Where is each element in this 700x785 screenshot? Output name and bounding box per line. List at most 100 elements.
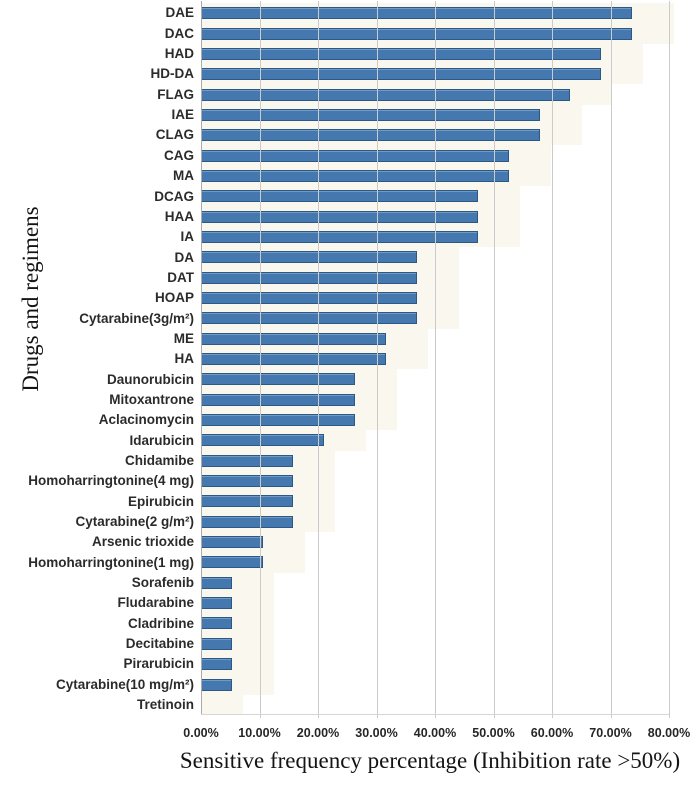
bar-track <box>201 308 669 329</box>
category-label: Homoharringtonine(1 mg) <box>28 554 194 570</box>
category-label: HD-DA <box>150 66 195 82</box>
bar-row: HA <box>0 348 669 370</box>
category-label: HOAP <box>154 290 194 306</box>
category-label: CAG <box>164 147 194 163</box>
bar-row: Daunorubicin <box>0 369 669 390</box>
x-axis-title: Sensitive frequency percentage (Inhibiti… <box>179 748 681 773</box>
bar-track <box>201 23 675 44</box>
bar <box>201 556 263 569</box>
x-tick-label: 20.00% <box>296 726 340 740</box>
category-label: Arsenic trioxide <box>91 534 194 550</box>
x-tick-label: 50.00% <box>472 726 515 740</box>
bar-row: Decitabine <box>0 633 669 654</box>
category-label: Decitabine <box>125 636 194 652</box>
bar-row: DA <box>0 247 669 268</box>
bar <box>201 617 232 630</box>
bar-track <box>201 470 669 492</box>
category-label: Chidamibe <box>124 452 194 468</box>
bar-track <box>201 165 669 187</box>
category-label: DAT <box>167 269 194 285</box>
bar-row: HAA <box>0 206 669 227</box>
category-label: HAA <box>164 208 194 224</box>
bar-row: Arsenic trioxide <box>0 531 669 553</box>
category-label: HA <box>174 351 195 367</box>
bar-row: Homoharringtonine(1 mg) <box>0 552 669 573</box>
bar-row: Idarubicin <box>0 430 669 451</box>
category-label: ME <box>173 330 194 346</box>
category-label: Daunorubicin <box>107 371 194 387</box>
bar-track <box>201 186 669 207</box>
bar-track <box>201 43 669 65</box>
category-label: Pirarubicin <box>123 656 194 672</box>
bar-row: CLAG <box>0 125 669 146</box>
bar-row: Tretinoin <box>0 694 669 716</box>
bar-row: DCAG <box>0 186 669 207</box>
bar-row: Fludarabine <box>0 592 669 614</box>
bar-track <box>201 430 669 451</box>
category-label: Homoharringtonine(4 mg) <box>28 473 194 489</box>
bar-row: HD-DA <box>0 64 669 85</box>
bar <box>201 515 294 528</box>
bar-track <box>201 409 669 431</box>
gridline <box>669 1 670 718</box>
category-label: DAE <box>165 5 194 21</box>
bar-track <box>201 511 669 532</box>
bar <box>201 190 479 203</box>
x-tick-label: 0.00% <box>183 726 219 740</box>
bar <box>201 129 540 142</box>
bar <box>201 108 540 121</box>
category-label: FLAG <box>157 86 194 102</box>
bar-row: Homoharringtonine(4 mg) <box>0 470 669 492</box>
bar-row: IA <box>0 226 669 248</box>
bar-track <box>201 572 669 593</box>
bar-track <box>201 247 669 268</box>
bar-track <box>201 694 669 716</box>
bar <box>201 475 294 488</box>
bar-row: HOAP <box>0 287 669 309</box>
bar <box>201 637 232 650</box>
bar-row: Cytarabine(2 g/m²) <box>0 511 669 532</box>
bar-row: Chidamibe <box>0 450 669 471</box>
bar-track <box>201 552 669 573</box>
category-label: HAD <box>164 46 194 62</box>
bar-track <box>201 84 669 105</box>
bar-track <box>201 674 669 695</box>
x-tick-label: 30.00% <box>355 726 398 740</box>
category-label: Mitoxantrone <box>109 391 194 407</box>
bar-row: DAE <box>0 3 675 24</box>
bar-row: Cytarabine(3g/m²) <box>0 308 669 329</box>
bar-track <box>201 592 669 614</box>
bar <box>201 536 263 549</box>
bar-row: Sorafenib <box>0 572 669 593</box>
bar-track <box>201 3 675 24</box>
bar <box>201 332 386 345</box>
bar-track <box>201 450 669 471</box>
category-label: IAE <box>171 107 194 123</box>
bar-track <box>201 287 669 309</box>
bar-row: MA <box>0 165 669 187</box>
plot-area: DAE DAC HAD HD-DA FLAG IAE CLAG CAG MA DCAG HAA IA D… <box>0 3 675 716</box>
category-label: Cytarabine(10 mg/m²) <box>55 676 194 692</box>
category-label: IA <box>180 229 195 245</box>
bar-track <box>201 64 669 85</box>
bar <box>201 658 232 671</box>
x-axis-line <box>201 714 669 715</box>
bar <box>201 210 479 223</box>
bar-row: ME <box>0 328 669 349</box>
bar-row: IAE <box>0 104 669 126</box>
bar <box>201 597 232 610</box>
category-label: Cladribine <box>127 615 194 631</box>
bar <box>201 414 355 427</box>
bar-row: DAT <box>0 267 669 288</box>
x-tick-label: 60.00% <box>530 726 574 740</box>
bar <box>201 88 571 101</box>
category-label: Fludarabine <box>117 595 194 611</box>
bar <box>201 291 417 304</box>
bar <box>201 230 479 243</box>
bar-row: DAC <box>0 23 675 44</box>
bar <box>201 678 232 691</box>
bar-track <box>201 348 669 370</box>
bar <box>201 434 325 447</box>
bar <box>201 271 417 284</box>
